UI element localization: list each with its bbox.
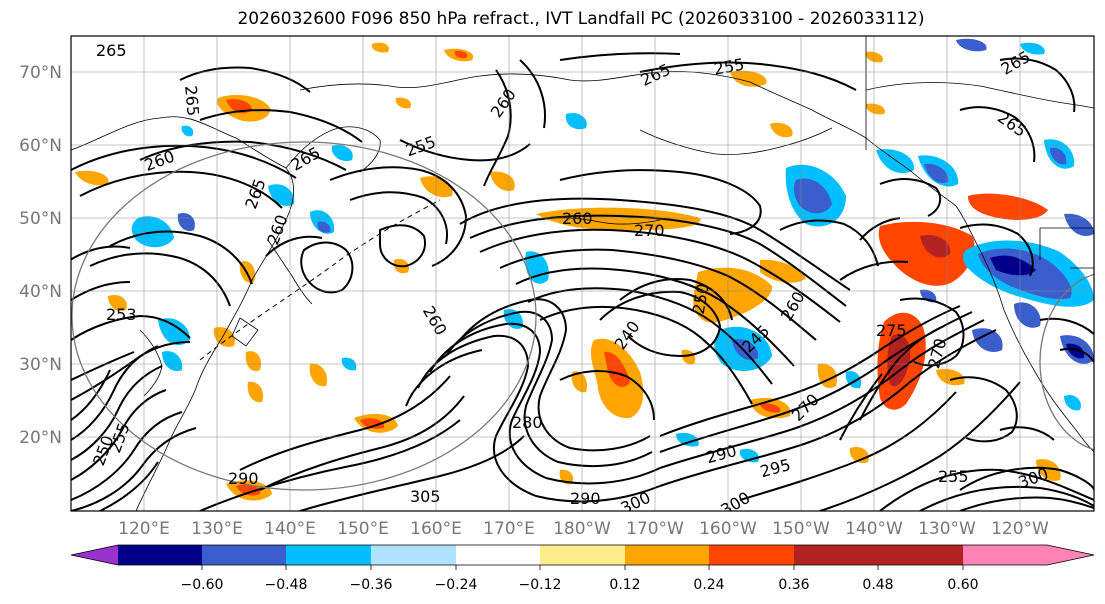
lon-label: 170°W — [626, 519, 684, 539]
lon-label: 140°E — [264, 519, 316, 539]
colorbar-tick-label: −0.12 — [519, 577, 562, 593]
colorbar: −0.60 −0.48 −0.36 −0.24 −0.12 0.12 0.24 … — [70, 544, 1095, 593]
colorbar-tick-label: −0.48 — [265, 577, 308, 593]
colorbar-segment — [286, 545, 371, 565]
contour-label: 280 — [512, 413, 543, 432]
contour-label: 270 — [634, 221, 665, 240]
coastlines — [71, 36, 1094, 511]
distance-circles — [71, 141, 1094, 491]
contour-label: 265 — [96, 41, 127, 60]
contour-label: 290 — [570, 489, 601, 508]
colorbar-tick-label: 0.36 — [778, 577, 809, 593]
contour-label: 305 — [410, 487, 441, 506]
latitude-labels: 70°N 60°N 50°N 40°N 30°N 20°N — [19, 63, 62, 448]
lat-label: 40°N — [19, 282, 62, 302]
colorbar-segment — [625, 545, 709, 565]
lon-label: 180°W — [553, 519, 611, 539]
lon-label: 120°E — [118, 519, 170, 539]
colorbar-outline — [70, 544, 1095, 566]
lat-label: 20°N — [19, 428, 62, 448]
contour-label: 255 — [938, 467, 969, 486]
colorbar-tick-label: 0.48 — [862, 577, 893, 593]
colorbar-tick-label: −0.60 — [181, 577, 224, 593]
lat-label: 30°N — [19, 355, 62, 375]
contour-label: 265 — [181, 85, 203, 117]
colorbar-segment — [371, 545, 456, 565]
lon-label: 130°W — [918, 519, 976, 539]
contour-lines — [71, 52, 1094, 511]
lon-label: 160°W — [699, 519, 757, 539]
gridlines — [71, 36, 1094, 511]
colorbar-tick-label: −0.36 — [350, 577, 393, 593]
colorbar-extend-low — [71, 545, 118, 565]
contour-label: 275 — [876, 321, 907, 340]
colorbar-segment — [118, 545, 202, 565]
lon-label: 120°W — [991, 519, 1049, 539]
colorbar-segment — [540, 545, 625, 565]
map-content: 265 265 260 265 255 260 265 260 255 260 … — [71, 36, 1094, 511]
lat-label: 50°N — [19, 209, 62, 229]
lon-label: 150°W — [772, 519, 830, 539]
lon-label: 170°E — [483, 519, 535, 539]
contour-label: 253 — [106, 305, 137, 324]
lon-label: 140°W — [845, 519, 903, 539]
colorbar-tick-label: 0.24 — [693, 577, 724, 593]
longitude-labels: 120°E 130°E 140°E 150°E 160°E 170°E 180°… — [118, 519, 1049, 539]
colorbar-tick-label: −0.24 — [435, 577, 478, 593]
colorbar-extend-high — [963, 545, 1094, 565]
colorbar-segment — [202, 545, 286, 565]
dashed-line — [199, 199, 441, 361]
map-frame — [70, 35, 1095, 512]
colorbar-segment — [456, 545, 540, 565]
colorbar-tick-label: 0.60 — [947, 577, 978, 593]
contour-label: 290 — [228, 469, 259, 488]
lon-label: 160°E — [410, 519, 462, 539]
lat-label: 70°N — [19, 63, 62, 83]
colorbar-segment — [794, 545, 878, 565]
colorbar-segment — [709, 545, 794, 565]
map-title: 2026032600 F096 850 hPa refract., IVT La… — [237, 9, 925, 29]
colorbar-tick-label: 0.12 — [609, 577, 640, 593]
lon-label: 130°E — [191, 519, 243, 539]
lon-label: 150°E — [337, 519, 389, 539]
contour-label: 260 — [562, 209, 593, 228]
lat-label: 60°N — [19, 136, 62, 156]
colorbar-segment — [878, 545, 963, 565]
